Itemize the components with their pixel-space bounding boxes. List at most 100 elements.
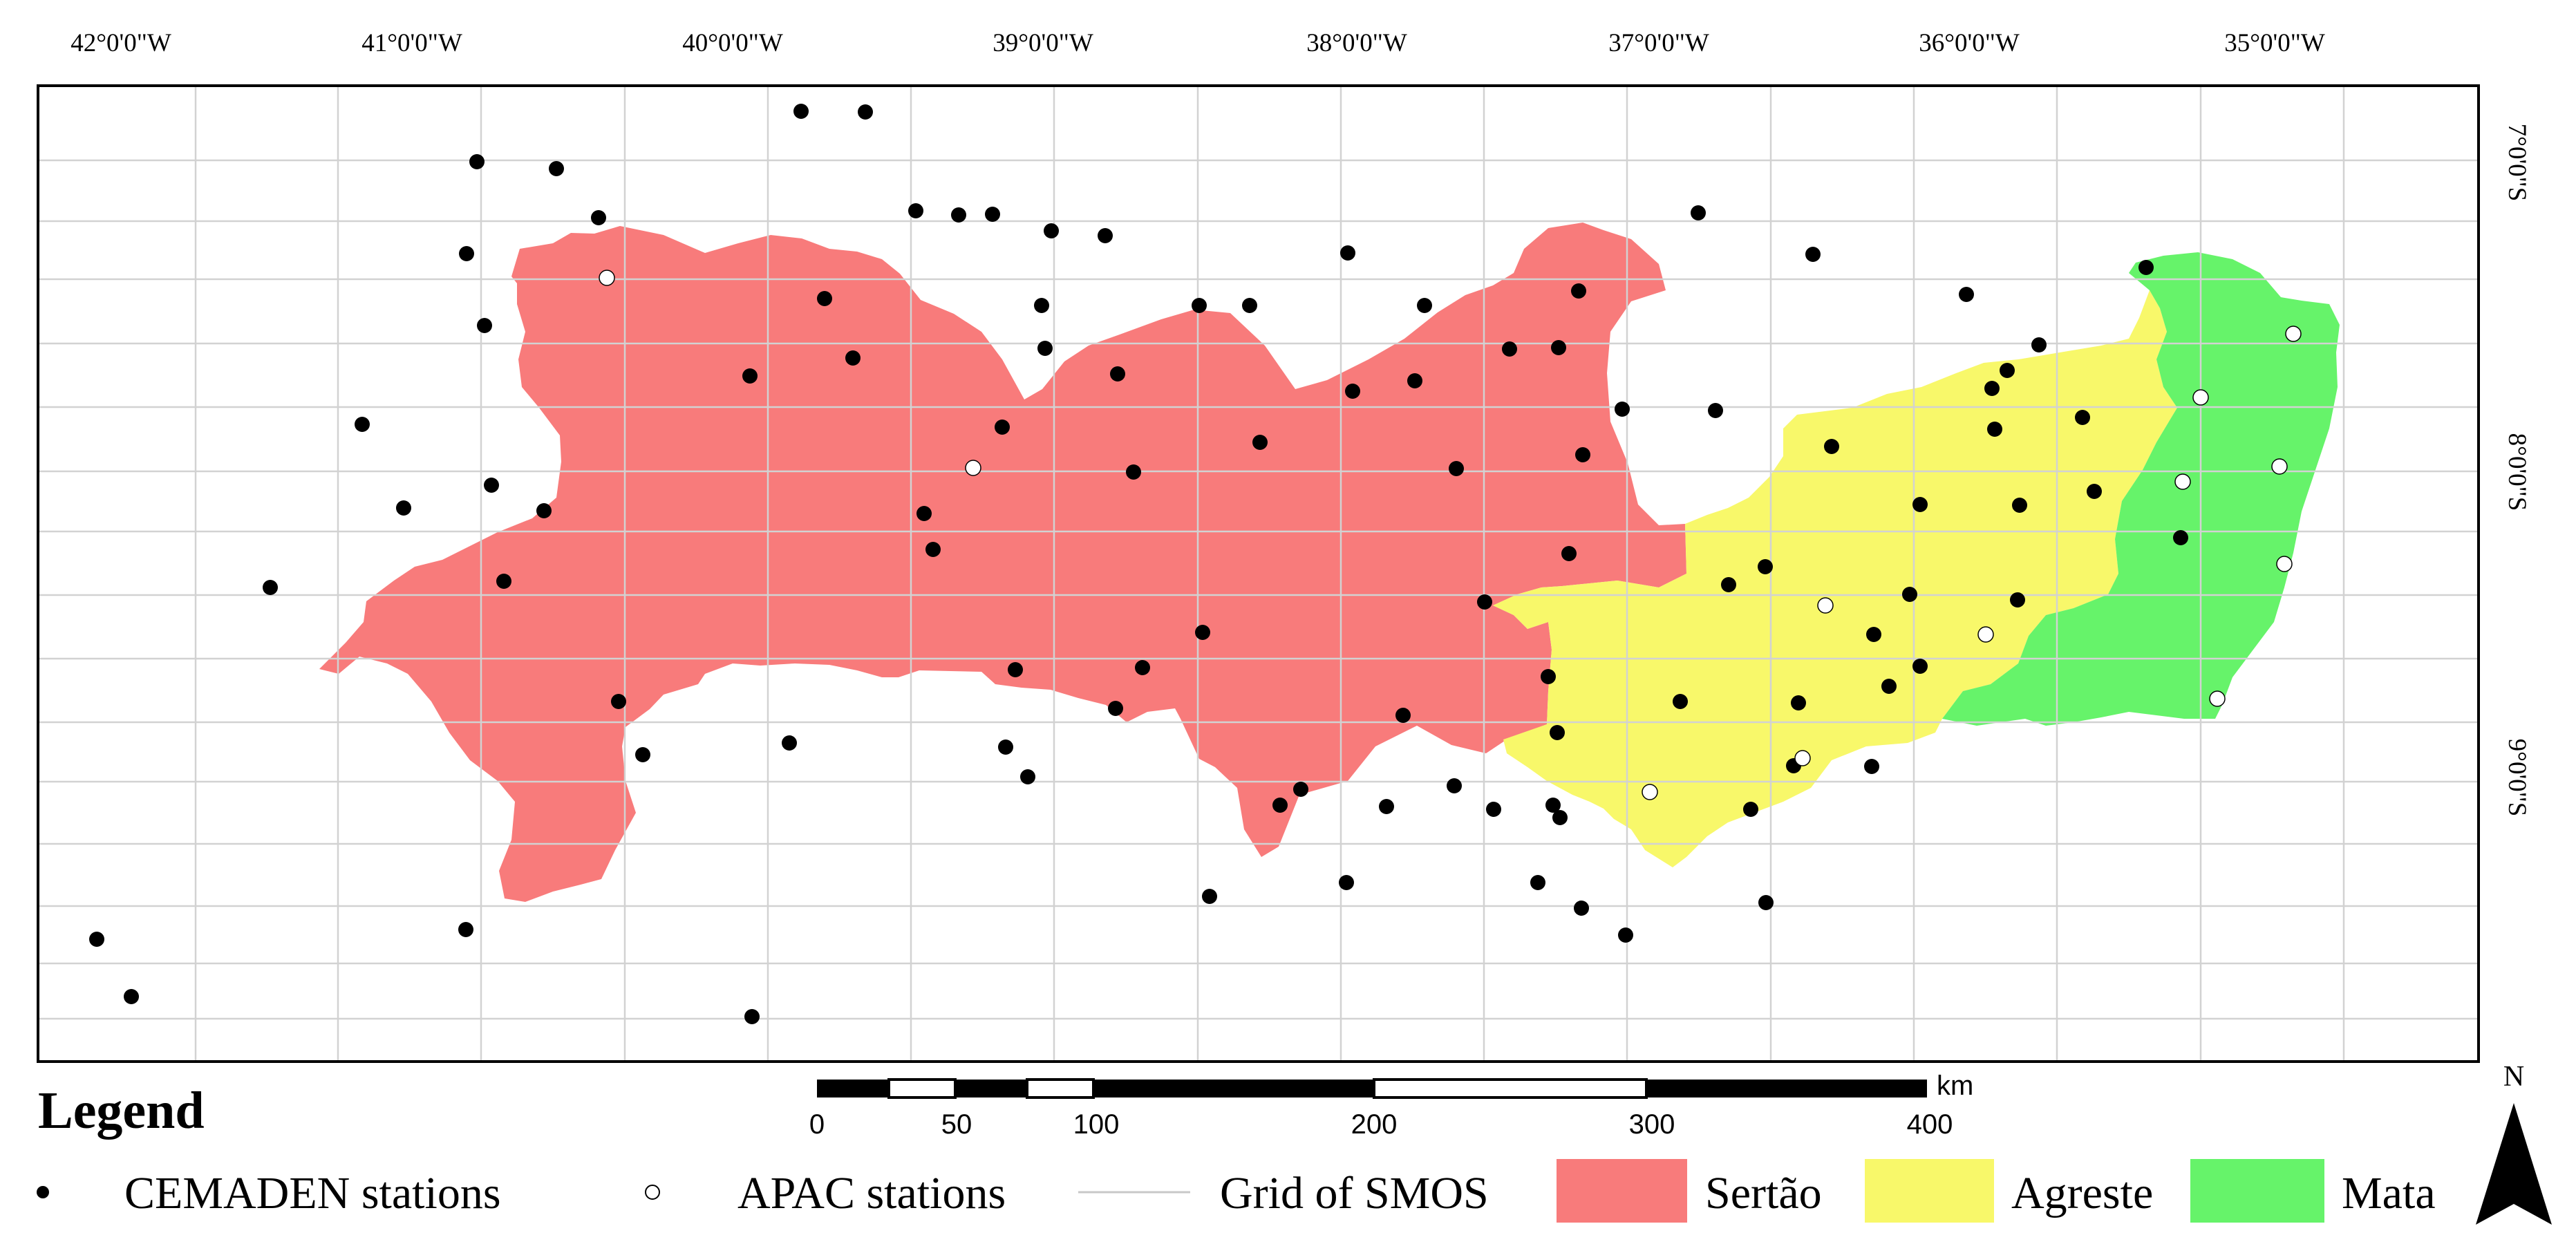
scale-seg-5: [1093, 1080, 1374, 1097]
cemaden-station-30: [1345, 384, 1360, 399]
cemaden-station-73: [1791, 695, 1806, 710]
legend-title: Legend: [38, 1082, 205, 1140]
cemaden-station-98: [744, 1009, 760, 1024]
cemaden-station-88: [1743, 802, 1758, 817]
apac-stations: [599, 270, 2302, 800]
cemaden-station-78: [1550, 725, 1565, 740]
scale-label-400: 400: [1907, 1109, 1953, 1140]
cemaden-station-17: [1417, 298, 1432, 313]
cemaden-station-54: [2173, 530, 2188, 545]
lat-label-9s: 9°0'0"S: [2503, 739, 2531, 817]
scale-seg-7: [1646, 1080, 1927, 1097]
cemaden-station-38: [1708, 403, 1723, 418]
legend-cemaden-symbol: [37, 1186, 49, 1198]
legend-sertao-swatch: [1557, 1159, 1687, 1223]
cemaden-station-40: [1252, 435, 1268, 450]
cemaden-stations: [89, 104, 2188, 1024]
cemaden-station-7: [1098, 228, 1113, 243]
cemaden-station-10: [459, 246, 474, 261]
cemaden-station-28: [1110, 366, 1125, 381]
apac-station-7: [1817, 597, 1834, 614]
scale-seg-2: [887, 1078, 957, 1099]
apac-station-4: [2174, 473, 2191, 490]
north-arrow-right: [2514, 1103, 2552, 1225]
cemaden-station-89: [1202, 889, 1217, 904]
cemaden-station-81: [1447, 778, 1462, 793]
apac-station-2: [2285, 326, 2302, 342]
cemaden-station-48: [2087, 484, 2102, 499]
cemaden-station-68: [1881, 679, 1897, 694]
cemaden-station-80: [1864, 759, 1879, 774]
cemaden-station-19: [1192, 298, 1207, 313]
lon-label-42w: 42°0'0"W: [70, 29, 171, 57]
cemaden-station-92: [1758, 895, 1774, 910]
cemaden-station-59: [1902, 587, 1917, 602]
cemaden-station-96: [89, 932, 104, 947]
cemaden-station-25: [1959, 287, 1974, 302]
legend-apac-label: APAC stations: [737, 1168, 1006, 1218]
cemaden-station-53: [1561, 546, 1577, 561]
cemaden-station-74: [782, 735, 797, 751]
cemaden-station-69: [1673, 694, 1688, 709]
cemaden-station-90: [1339, 875, 1354, 890]
cemaden-station-91: [1530, 875, 1545, 890]
scale-bar: km 0 50 100 200 300 400: [809, 1071, 1973, 1140]
scale-seg-1: [817, 1080, 889, 1097]
cemaden-station-85: [1486, 802, 1501, 817]
cemaden-station-11: [1340, 245, 1355, 261]
cemaden-station-44: [536, 503, 552, 518]
apac-station-6: [2276, 556, 2293, 572]
scale-label-100: 100: [1073, 1109, 1120, 1140]
cemaden-station-70: [611, 694, 626, 709]
cemaden-station-26: [2031, 337, 2047, 352]
cemaden-station-24: [1551, 340, 1566, 355]
cemaden-station-4: [908, 203, 923, 218]
cemaden-station-61: [1477, 594, 1492, 610]
apac-station-5: [2271, 458, 2288, 475]
lon-label-35w: 35°0'0"W: [2224, 29, 2325, 57]
cemaden-station-34: [1984, 381, 2000, 396]
cemaden-station-93: [1574, 901, 1589, 916]
cemaden-station-27: [742, 368, 758, 384]
scale-label-0: 0: [809, 1109, 825, 1140]
cemaden-station-84: [1379, 799, 1394, 814]
cemaden-station-47: [1824, 439, 1839, 454]
apac-station-9: [2209, 690, 2226, 707]
cemaden-station-43: [396, 500, 411, 516]
cemaden-station-21: [477, 318, 492, 333]
apac-station-3: [2192, 389, 2209, 406]
cemaden-station-3: [549, 161, 564, 176]
cemaden-station-82: [1293, 782, 1308, 797]
cemaden-station-50: [1912, 497, 1928, 512]
legend-agreste-swatch: [1865, 1159, 1994, 1223]
cemaden-station-12: [1691, 205, 1706, 220]
cemaden-station-36: [995, 420, 1010, 435]
north-arrow-left: [2476, 1103, 2514, 1225]
cemaden-station-87: [1552, 810, 1568, 825]
cemaden-station-56: [263, 580, 278, 595]
cemaden-station-41: [1575, 447, 1590, 462]
scale-label-300: 300: [1629, 1109, 1675, 1140]
cemaden-station-67: [1912, 659, 1928, 674]
cemaden-station-33: [2075, 410, 2090, 425]
cemaden-station-63: [1866, 627, 1881, 642]
cemaden-station-52: [925, 542, 941, 557]
legend-grid-label: Grid of SMOS: [1220, 1168, 1489, 1218]
lon-label-39w: 39°0'0"W: [993, 29, 1093, 57]
cemaden-station-71: [1108, 701, 1123, 716]
cemaden-station-72: [1395, 708, 1411, 723]
cemaden-station-46: [1449, 461, 1464, 476]
apac-station-0: [599, 270, 615, 286]
cemaden-station-6: [985, 207, 1000, 222]
scale-seg-6: [1373, 1078, 1648, 1099]
cemaden-station-15: [817, 291, 832, 306]
cemaden-station-75: [635, 747, 650, 762]
cemaden-station-29: [1407, 373, 1422, 388]
lat-label-8s: 8°0'0"S: [2503, 433, 2531, 511]
cemaden-station-5: [951, 207, 966, 223]
cemaden-station-51: [916, 506, 932, 521]
cemaden-station-22: [845, 350, 861, 366]
cemaden-station-23: [1037, 341, 1053, 356]
cemaden-station-66: [1541, 669, 1556, 684]
